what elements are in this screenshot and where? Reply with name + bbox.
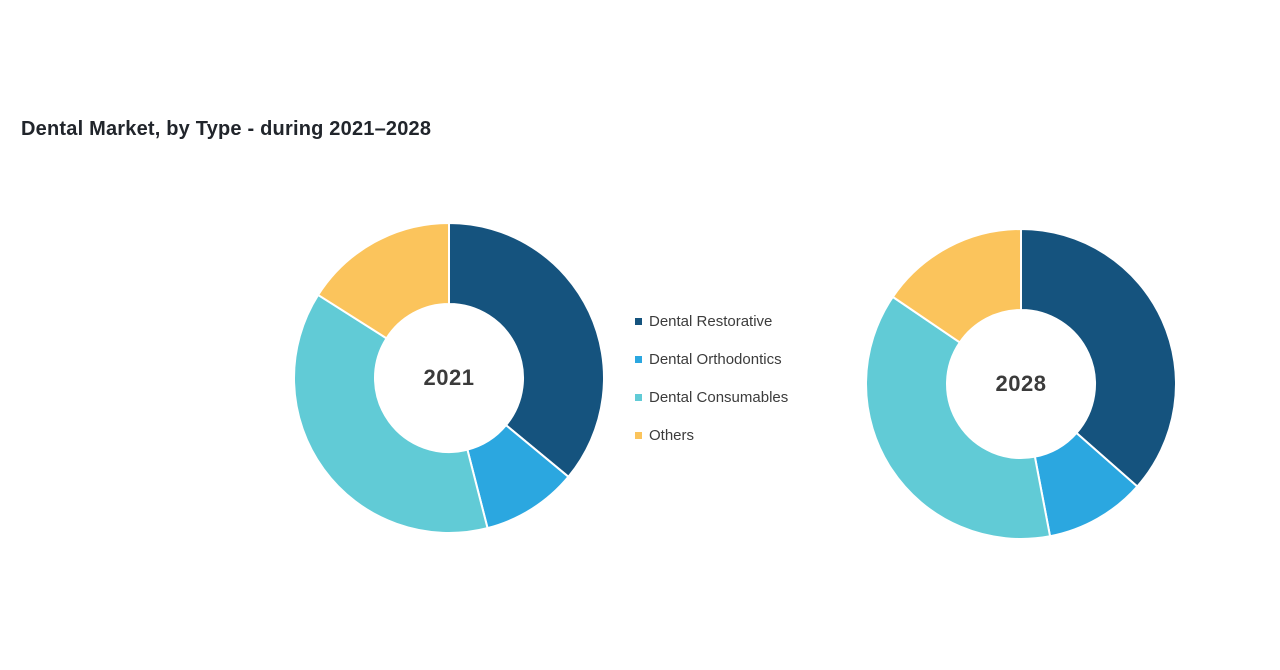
legend-marker-icon — [635, 432, 642, 439]
slice-2028-others — [891, 228, 1022, 344]
donut-svg-2021 — [293, 222, 605, 534]
donut-svg-2028 — [865, 228, 1177, 540]
legend-marker-icon — [635, 356, 642, 363]
donut-center-year-2021: 2021 — [423, 365, 475, 390]
slice-2021-others — [317, 222, 450, 340]
chart-legend: Dental Restorative Dental Orthodontics D… — [635, 313, 788, 444]
slice-2021-dental-restorative — [448, 222, 605, 478]
legend-item-others: Others — [635, 427, 788, 444]
donut-chart-2021: 2021 — [288, 217, 610, 539]
slice-2028-dental-restorative — [1020, 228, 1177, 488]
legend-item-dental-consumables: Dental Consumables — [635, 389, 788, 406]
legend-marker-icon — [635, 394, 642, 401]
chart-title: Dental Market, by Type - during 2021–202… — [21, 118, 432, 140]
legend-item-dental-restorative: Dental Restorative — [635, 313, 788, 330]
slice-2028-dental-consumables — [865, 295, 1052, 540]
legend-marker-icon — [635, 318, 642, 325]
donut-chart-2028: 2028 — [860, 223, 1182, 545]
legend-label: Dental Restorative — [649, 313, 773, 330]
donut-center-year-2028: 2028 — [995, 371, 1047, 396]
legend-label: Dental Orthodontics — [649, 351, 782, 368]
legend-label: Others — [649, 427, 695, 444]
legend-item-dental-orthodontics: Dental Orthodontics — [635, 351, 788, 368]
slice-2021-dental-consumables — [293, 293, 489, 534]
legend-label: Dental Consumables — [649, 389, 789, 406]
